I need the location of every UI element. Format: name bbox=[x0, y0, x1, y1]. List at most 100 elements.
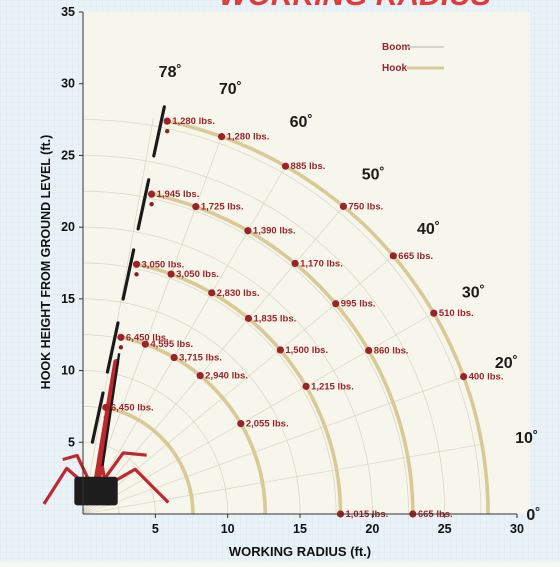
load-label: 3,050 lbs. bbox=[176, 269, 219, 280]
angle-label: 70˚ bbox=[219, 81, 242, 98]
load-point bbox=[132, 260, 141, 268]
grid-spoke bbox=[82, 166, 286, 515]
hook-arc-4 bbox=[120, 335, 268, 514]
y-tick-label: 15 bbox=[61, 292, 75, 306]
load-point bbox=[244, 314, 253, 322]
grid-arc bbox=[83, 262, 337, 515]
y-tick-label: 5 bbox=[68, 435, 75, 449]
hook-arcs bbox=[105, 119, 490, 515]
grid-arc bbox=[82, 155, 446, 515]
load-point bbox=[196, 371, 204, 380]
angle-label: 0˚ bbox=[526, 507, 540, 524]
hook-icon bbox=[118, 345, 124, 350]
load-point bbox=[208, 289, 216, 297]
load-label: 860 lbs. bbox=[374, 345, 409, 356]
load-label: 3,715 lbs. bbox=[179, 353, 222, 364]
boom-segment bbox=[90, 391, 105, 444]
hook-icon bbox=[165, 129, 170, 134]
load-label: 995 lbs. bbox=[341, 299, 376, 310]
load-point bbox=[147, 190, 156, 198]
load-label: 2,055 lbs. bbox=[246, 419, 289, 430]
load-point bbox=[302, 382, 310, 390]
load-point bbox=[167, 270, 175, 278]
angle-label: 10˚ bbox=[515, 430, 538, 447]
load-label: 1,500 lbs. bbox=[285, 345, 328, 356]
crane-mast bbox=[91, 358, 120, 496]
crane-body bbox=[74, 476, 118, 506]
load-label: 510 lbs. bbox=[439, 308, 474, 319]
load-point bbox=[276, 346, 284, 354]
x-tick-label: 20 bbox=[365, 522, 379, 536]
boom-segment bbox=[121, 248, 136, 301]
load-point bbox=[430, 309, 438, 317]
load-label: 1,280 lbs. bbox=[172, 116, 215, 127]
hook-icon bbox=[134, 272, 139, 277]
angle-labels: 78˚ 70˚ 60˚ 50˚ 40˚ 30˚ 20˚ 10˚ 0˚ bbox=[159, 64, 541, 524]
angle-label: 40˚ bbox=[417, 221, 440, 238]
load-point bbox=[192, 203, 200, 211]
x-tick-label: 25 bbox=[438, 522, 452, 536]
grid-spoke bbox=[82, 136, 222, 515]
axes: 5 10 15 20 25 30 5 10 15 20 25 30 35 bbox=[61, 5, 524, 536]
load-point bbox=[281, 162, 290, 170]
load-label: 1,835 lbs. bbox=[253, 313, 296, 324]
y-tick-label: 30 bbox=[61, 77, 75, 91]
y-tick-label: 10 bbox=[61, 364, 75, 378]
boom-segment bbox=[136, 178, 151, 231]
angle-label: 30˚ bbox=[462, 285, 485, 302]
grid-spoke bbox=[82, 118, 154, 515]
load-label: 1,215 lbs. bbox=[311, 381, 354, 392]
boom-segment bbox=[152, 105, 166, 158]
load-label: 1,945 lbs. bbox=[157, 189, 200, 200]
grid-arc bbox=[83, 298, 301, 514]
load-point bbox=[217, 133, 226, 141]
load-point bbox=[141, 340, 149, 348]
load-label: 1,390 lbs. bbox=[253, 226, 296, 237]
legend: Boom Hook bbox=[382, 42, 444, 74]
x-tick-label: 15 bbox=[293, 522, 307, 536]
plot-area bbox=[83, 12, 530, 514]
load-label: 2,830 lbs. bbox=[217, 288, 260, 299]
load-label: 750 lbs. bbox=[348, 201, 383, 212]
legend-label-boom: Boom bbox=[382, 42, 410, 53]
angle-label: 60˚ bbox=[290, 114, 313, 131]
hook-icon bbox=[149, 201, 154, 207]
angle-label: 50˚ bbox=[362, 166, 385, 183]
y-tick-label: 25 bbox=[61, 148, 75, 162]
boom-segment bbox=[105, 321, 120, 374]
load-label: 4,595 lbs. bbox=[150, 339, 193, 350]
grid-spoke bbox=[82, 206, 344, 515]
hook-arc-2 bbox=[151, 192, 415, 514]
x-tick-label: 30 bbox=[510, 522, 524, 536]
load-point bbox=[365, 346, 373, 355]
y-tick-label: 20 bbox=[61, 220, 75, 234]
x-tick-label: 5 bbox=[152, 522, 159, 536]
hook-arc-5 bbox=[105, 405, 195, 514]
hook-arc-1 bbox=[166, 119, 490, 515]
legend-label-hook: Hook bbox=[382, 63, 407, 74]
load-label: 6,450 lbs. bbox=[111, 402, 154, 413]
hook-arc-3 bbox=[136, 262, 343, 514]
x-tick-label: 10 bbox=[221, 522, 235, 536]
load-label: 1,725 lbs. bbox=[201, 202, 244, 213]
load-label: 6,450 lbs. bbox=[126, 332, 169, 343]
load-point bbox=[332, 300, 340, 308]
grid-arc bbox=[83, 370, 229, 515]
load-point bbox=[163, 117, 171, 125]
grid-arc bbox=[82, 226, 373, 514]
load-point bbox=[389, 252, 397, 260]
grid-arc bbox=[83, 119, 482, 514]
angle-label: 78˚ bbox=[159, 64, 182, 81]
grid-arc bbox=[83, 190, 409, 514]
load-label: 1,280 lbs. bbox=[227, 132, 270, 143]
load-point bbox=[117, 333, 125, 341]
angle-label: 20˚ bbox=[495, 355, 518, 372]
load-label: 3,050 lbs. bbox=[142, 259, 185, 270]
load-point bbox=[339, 202, 347, 210]
load-point bbox=[244, 227, 252, 235]
chart-title: WORKING RADIUS bbox=[219, 0, 491, 12]
x-axis-label: WORKING RADIUS (ft.) bbox=[229, 544, 371, 559]
y-axis-label: HOOK HEIGHT FROM GROUND LEVEL (ft.) bbox=[39, 135, 53, 390]
